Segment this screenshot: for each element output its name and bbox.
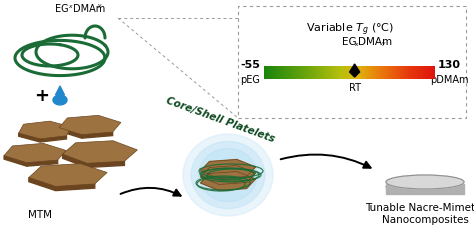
Polygon shape	[55, 184, 95, 191]
Polygon shape	[29, 163, 107, 186]
Polygon shape	[201, 166, 255, 185]
Polygon shape	[59, 128, 82, 138]
Text: EG: EG	[55, 4, 69, 14]
Text: 130: 130	[438, 60, 461, 70]
Polygon shape	[40, 136, 66, 142]
Polygon shape	[201, 159, 255, 179]
Text: $_y$: $_y$	[381, 39, 387, 49]
Text: $_x$: $_x$	[68, 2, 73, 11]
Text: pEG: pEG	[240, 75, 260, 85]
Polygon shape	[53, 95, 67, 105]
Polygon shape	[63, 141, 137, 163]
Polygon shape	[18, 133, 40, 142]
Polygon shape	[27, 160, 58, 166]
Text: Nanocomposites: Nanocomposites	[382, 215, 468, 225]
Text: -55: -55	[240, 60, 260, 70]
Polygon shape	[4, 156, 27, 166]
Text: pDMAm: pDMAm	[430, 75, 468, 85]
Ellipse shape	[386, 180, 464, 194]
Bar	[238, 6, 466, 118]
Ellipse shape	[183, 134, 273, 216]
FancyBboxPatch shape	[386, 184, 464, 194]
Text: EG: EG	[342, 37, 356, 47]
Polygon shape	[59, 115, 121, 135]
Text: Variable $T_g$ (°C): Variable $T_g$ (°C)	[306, 22, 394, 38]
Polygon shape	[29, 178, 55, 191]
Polygon shape	[350, 64, 360, 77]
Text: Core/Shell Platelets: Core/Shell Platelets	[164, 96, 276, 144]
Polygon shape	[63, 154, 87, 168]
Text: DMAm: DMAm	[358, 37, 392, 47]
Ellipse shape	[199, 148, 257, 202]
Ellipse shape	[191, 141, 265, 209]
Text: Tunable Nacre-Mimetic: Tunable Nacre-Mimetic	[365, 203, 474, 213]
Text: MTM: MTM	[28, 210, 52, 220]
Text: RT: RT	[349, 83, 361, 93]
Text: $_x$: $_x$	[354, 39, 360, 49]
Polygon shape	[18, 121, 71, 139]
Polygon shape	[55, 86, 64, 95]
Text: $_y$: $_y$	[97, 2, 103, 11]
Polygon shape	[201, 172, 255, 190]
Text: DMAm: DMAm	[73, 4, 105, 14]
Ellipse shape	[386, 175, 464, 189]
Polygon shape	[87, 161, 125, 168]
Polygon shape	[4, 143, 66, 163]
Text: +: +	[35, 87, 49, 105]
Polygon shape	[82, 132, 113, 138]
